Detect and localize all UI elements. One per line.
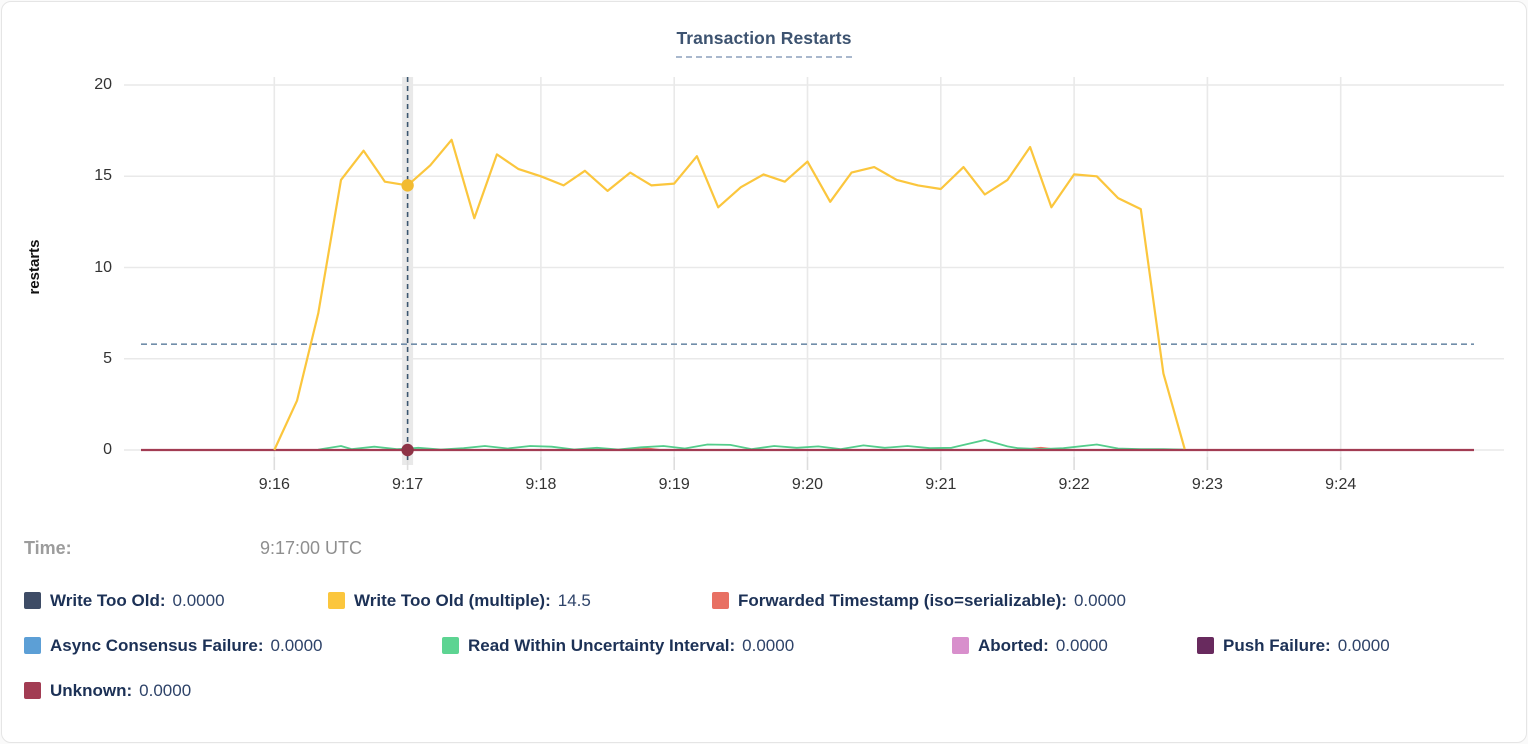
y-tick-label: 10 — [94, 258, 112, 276]
series-line-write-too-old-multiple- — [273, 138, 1186, 451]
x-tick-label: 9:18 — [525, 476, 557, 493]
legend-label: Forwarded Timestamp (iso=serializable): — [738, 591, 1067, 610]
x-tick-label: 9:17 — [392, 476, 424, 493]
legend-swatch-icon — [952, 637, 969, 654]
legend-swatch-icon — [24, 637, 41, 654]
x-tick-label: 9:23 — [1191, 476, 1223, 493]
legend-value: 0.0000 — [172, 591, 225, 610]
legend-swatch-icon — [24, 592, 41, 609]
hover-dot-unknown — [401, 443, 414, 457]
y-tick-label: 15 — [94, 167, 112, 185]
x-tick-label: 9:24 — [1325, 476, 1357, 493]
legend-item-forwarded-timestamp-iso-serializable: Forwarded Timestamp (iso=serializable): 0… — [712, 591, 1126, 611]
legend-value: 0.0000 — [139, 681, 192, 700]
x-tick-label: 9:19 — [658, 476, 690, 493]
legend-label: Async Consensus Failure: — [50, 636, 264, 655]
chart-title[interactable]: Transaction Restarts — [676, 28, 852, 58]
legend-item-read-within-uncertainty-interval: Read Within Uncertainty Interval: 0.0000 — [442, 636, 794, 656]
legend-value: 14.5 — [557, 591, 591, 610]
legend-swatch-icon — [24, 682, 41, 699]
x-tick-label: 9:20 — [791, 476, 824, 493]
legend-label: Aborted: — [978, 636, 1049, 655]
x-tick-label: 9:22 — [1058, 476, 1090, 493]
legend-value: 0.0000 — [1337, 636, 1390, 655]
legend-label: Unknown: — [50, 681, 133, 700]
y-tick-label: 5 — [103, 349, 112, 367]
series-line-read-within-uncertainty-interval — [318, 439, 1185, 451]
legend-swatch-icon — [442, 637, 459, 654]
legend-swatch-icon — [712, 592, 729, 609]
legend-label: Read Within Uncertainty Interval: — [468, 636, 736, 655]
chart-title-wrap: Transaction Restarts — [2, 28, 1526, 58]
y-axis-label: restarts — [26, 239, 43, 295]
legend-value: 0.0000 — [742, 636, 795, 655]
x-tick-label: 9:16 — [258, 476, 290, 493]
hover-time-value: 9:17:00 UTC — [260, 538, 363, 558]
legend-item-async-consensus-failure: Async Consensus Failure: 0.0000 — [24, 636, 323, 656]
y-tick-label: 0 — [103, 441, 112, 458]
legend-label: Write Too Old (multiple): — [354, 591, 551, 610]
legend-swatch-icon — [1197, 637, 1214, 654]
legend-label: Write Too Old: — [50, 591, 166, 610]
legend-label: Push Failure: — [1223, 636, 1331, 655]
legend-value: 0.0000 — [1073, 591, 1126, 610]
legend-item-push-failure: Push Failure: 0.0000 — [1197, 636, 1390, 656]
legend-item-write-too-old-multiple: Write Too Old (multiple): 14.5 — [328, 591, 591, 611]
hover-dot-write-too-old-multiple- — [401, 179, 414, 192]
legend-item-aborted: Aborted: 0.0000 — [952, 636, 1108, 656]
legend-swatch-icon — [328, 592, 345, 609]
chart-plot-area[interactable] — [2, 2, 1527, 522]
legend-item-write-too-old: Write Too Old: 0.0000 — [24, 591, 225, 611]
legend-value: 0.0000 — [270, 636, 323, 655]
legend-value: 0.0000 — [1055, 636, 1108, 655]
y-tick-label: 20 — [94, 76, 112, 93]
x-tick-label: 9:21 — [925, 476, 957, 493]
hover-time-label: Time: — [24, 538, 72, 558]
legend-item-unknown: Unknown: 0.0000 — [24, 681, 191, 701]
